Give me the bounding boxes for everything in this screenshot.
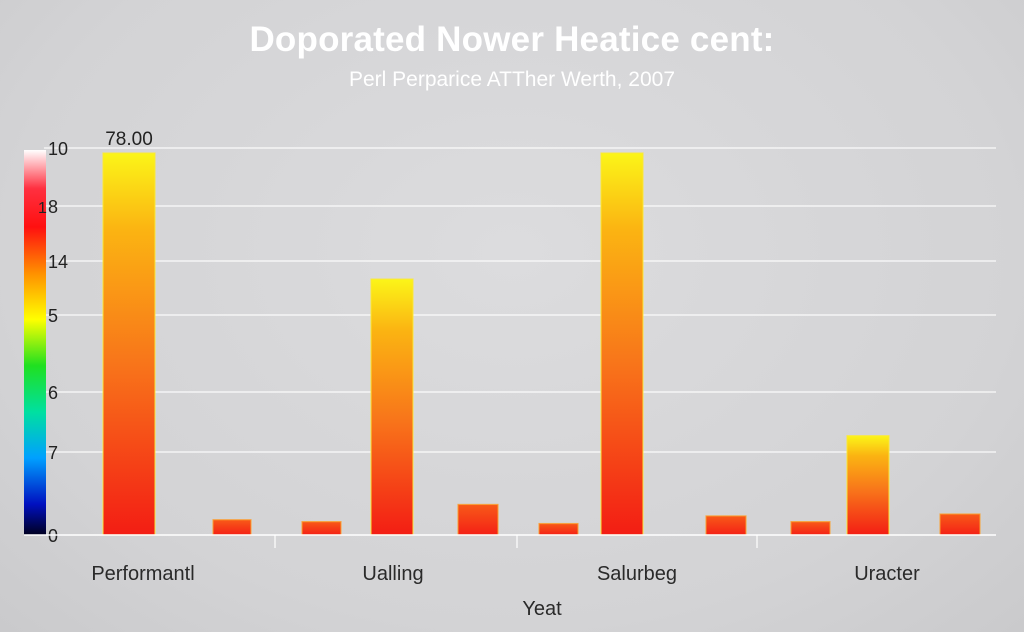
x-axis: Performantl Ualling Salurbeg Uracter	[24, 534, 996, 585]
chart-subtitle: Perl Perparice ATTher Werth, 2007	[348, 68, 676, 91]
bar-uracter-10	[939, 513, 981, 536]
data-label: 78.00	[105, 129, 153, 150]
colorbar-gradient	[24, 150, 46, 535]
bar-performantl-0	[102, 152, 156, 536]
chart-title: Doporated Nower Heatice cent:	[249, 20, 775, 59]
y-tick-label: 6	[48, 383, 58, 403]
bar-ualling-4	[457, 503, 499, 536]
colorbar	[24, 150, 46, 535]
y-tick-label: 10	[48, 139, 68, 159]
y-tick-label: 14	[48, 252, 68, 272]
y-tick-label: 8	[48, 197, 58, 217]
y-tick-mark: 1	[38, 200, 47, 217]
x-axis-title: Yeat	[522, 598, 562, 620]
y-tick-label: 5	[48, 306, 58, 326]
x-category-label: Ualling	[362, 563, 423, 585]
bar-salurbeg-5	[538, 522, 579, 536]
bar-salurbeg-7	[705, 515, 747, 536]
bar-uracter-8	[790, 521, 831, 536]
bar-uracter-9	[846, 435, 890, 536]
bar-salurbeg-6	[600, 152, 644, 536]
y-tick-label: 0	[48, 526, 58, 546]
x-category-label: Performantl	[91, 563, 194, 585]
y-axis-ticks: 0 7 6 5 14 8 10 1	[38, 139, 68, 546]
grid-lines	[44, 147, 996, 453]
bar-performantl-1	[212, 519, 252, 536]
bar-ualling-3	[370, 278, 414, 536]
x-category-label: Salurbeg	[597, 563, 677, 585]
y-tick-label: 7	[48, 443, 58, 463]
x-category-label: Uracter	[854, 563, 920, 585]
bar-ualling-2	[301, 521, 342, 536]
bars	[102, 152, 981, 536]
labels: 78.00 Yeat	[105, 129, 562, 620]
